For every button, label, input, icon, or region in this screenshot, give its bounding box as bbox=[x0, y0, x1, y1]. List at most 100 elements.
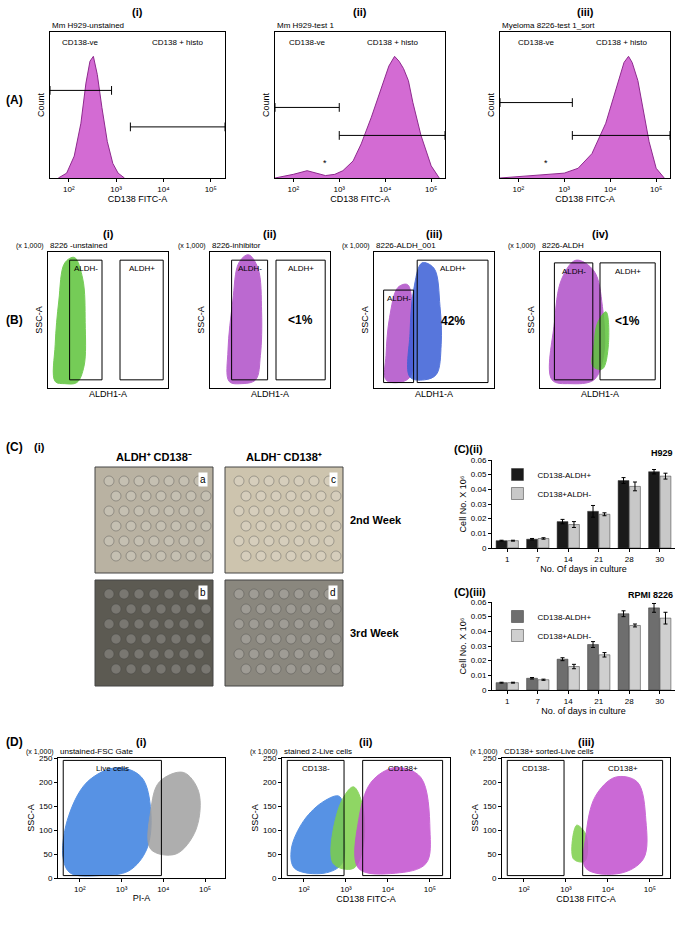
svg-text:(ii): (ii) bbox=[359, 736, 373, 748]
svg-text:SSC-A: SSC-A bbox=[26, 804, 36, 832]
svg-text:10⁴: 10⁴ bbox=[602, 885, 615, 894]
svg-text:CD138+ sorted-Live cells: CD138+ sorted-Live cells bbox=[504, 747, 594, 756]
svg-text:CD138 FITC-A: CD138 FITC-A bbox=[108, 194, 168, 204]
svg-text:10²: 10² bbox=[288, 185, 300, 194]
svg-text:No. of days in culture: No. of days in culture bbox=[541, 706, 626, 716]
svg-text:CD138 + histo: CD138 + histo bbox=[152, 38, 203, 47]
svg-text:(C)(ii): (C)(ii) bbox=[454, 443, 483, 455]
svg-text:0.03: 0.03 bbox=[471, 500, 487, 509]
svg-text:8226-ALDH: 8226-ALDH bbox=[542, 241, 584, 250]
svg-text:14: 14 bbox=[564, 697, 573, 706]
svg-text:SSC-A: SSC-A bbox=[196, 306, 206, 334]
svg-text:150: 150 bbox=[483, 802, 497, 811]
svg-text:ALDH+: ALDH+ bbox=[615, 267, 641, 276]
svg-text:200: 200 bbox=[39, 778, 53, 787]
svg-text:CD138 + histo: CD138 + histo bbox=[367, 38, 418, 47]
svg-text:10²: 10² bbox=[513, 185, 525, 194]
svg-text:30: 30 bbox=[655, 697, 664, 706]
svg-text:SSC-A: SSC-A bbox=[526, 306, 536, 334]
svg-text:No. Of days in culture: No. Of days in culture bbox=[540, 564, 627, 574]
svg-text:*: * bbox=[323, 158, 327, 168]
svg-text:0.02: 0.02 bbox=[471, 514, 487, 523]
svg-text:(i): (i) bbox=[136, 736, 147, 748]
svg-text:(B): (B) bbox=[6, 313, 23, 327]
svg-text:0.01: 0.01 bbox=[471, 671, 487, 680]
svg-text:100: 100 bbox=[483, 826, 497, 835]
svg-text:10²: 10² bbox=[63, 185, 75, 194]
svg-text:(i): (i) bbox=[103, 228, 114, 240]
svg-text:250: 250 bbox=[263, 754, 277, 763]
svg-text:10⁴: 10⁴ bbox=[379, 185, 392, 194]
svg-text:3rd Week: 3rd Week bbox=[350, 627, 400, 639]
svg-text:7: 7 bbox=[536, 697, 541, 706]
svg-text:10²: 10² bbox=[518, 885, 530, 894]
svg-text:ALDH⁺ CD138⁻: ALDH⁺ CD138⁻ bbox=[116, 451, 192, 463]
svg-text:0.06: 0.06 bbox=[471, 456, 487, 465]
svg-text:0.04: 0.04 bbox=[471, 627, 487, 636]
svg-text:0.03: 0.03 bbox=[471, 642, 487, 651]
svg-text:50: 50 bbox=[267, 850, 276, 859]
svg-text:CD138-ve: CD138-ve bbox=[289, 38, 326, 47]
svg-text:Cell No. X 10⁶: Cell No. X 10⁶ bbox=[458, 475, 468, 532]
svg-text:(x 1,000): (x 1,000) bbox=[470, 748, 498, 756]
svg-text:CD138-: CD138- bbox=[302, 764, 330, 773]
svg-text:8226 -unstained: 8226 -unstained bbox=[50, 241, 107, 250]
svg-text:(x 1,000): (x 1,000) bbox=[26, 748, 54, 756]
svg-text:10³: 10³ bbox=[340, 885, 352, 894]
svg-text:0.01: 0.01 bbox=[471, 529, 487, 538]
svg-text:250: 250 bbox=[39, 754, 53, 763]
svg-text:(i): (i) bbox=[132, 6, 143, 18]
svg-text:0.06: 0.06 bbox=[471, 598, 487, 607]
svg-text:0.04: 0.04 bbox=[471, 485, 487, 494]
svg-text:Live cells: Live cells bbox=[96, 764, 129, 773]
svg-text:ALDH⁻ CD138⁺: ALDH⁻ CD138⁺ bbox=[246, 451, 322, 463]
svg-text:28: 28 bbox=[625, 697, 634, 706]
svg-text:Cell No. X 10⁶: Cell No. X 10⁶ bbox=[458, 617, 468, 674]
svg-text:CD138 FITC-A: CD138 FITC-A bbox=[556, 894, 616, 904]
svg-text:0: 0 bbox=[272, 874, 277, 883]
svg-text:(x 1,000): (x 1,000) bbox=[342, 242, 370, 250]
svg-text:CD138+ALDH-: CD138+ALDH- bbox=[537, 632, 591, 641]
svg-text:Mm H929-test 1: Mm H929-test 1 bbox=[277, 21, 334, 30]
svg-text:ALDH-: ALDH- bbox=[238, 264, 262, 273]
svg-text:ALDH+: ALDH+ bbox=[440, 264, 466, 273]
svg-text:(x 1,000): (x 1,000) bbox=[508, 242, 536, 250]
svg-text:10²: 10² bbox=[74, 885, 86, 894]
svg-text:RPMI 8226: RPMI 8226 bbox=[628, 590, 673, 600]
svg-text:SSC-A: SSC-A bbox=[250, 804, 260, 832]
svg-text:50: 50 bbox=[43, 850, 52, 859]
svg-text:stained 2-Live cells: stained 2-Live cells bbox=[284, 747, 352, 756]
svg-text:10⁵: 10⁵ bbox=[644, 885, 656, 894]
svg-text:Mm H929-unstained: Mm H929-unstained bbox=[52, 21, 124, 30]
svg-text:Myeloma 8226-test 1_sort: Myeloma 8226-test 1_sort bbox=[502, 21, 595, 30]
svg-text:10⁵: 10⁵ bbox=[424, 885, 436, 894]
svg-text:(x 1,000): (x 1,000) bbox=[250, 748, 278, 756]
svg-text:14: 14 bbox=[564, 555, 573, 564]
svg-text:c: c bbox=[331, 474, 336, 485]
svg-text:CD138-ALDH+: CD138-ALDH+ bbox=[537, 613, 591, 622]
svg-text:(ii): (ii) bbox=[353, 6, 367, 18]
svg-text:1: 1 bbox=[505, 697, 510, 706]
svg-text:<1%: <1% bbox=[288, 313, 313, 327]
svg-text:H929: H929 bbox=[651, 448, 673, 458]
svg-text:CD138 + histo: CD138 + histo bbox=[596, 38, 647, 47]
svg-text:(C)(iii): (C)(iii) bbox=[454, 586, 486, 598]
svg-text:0.02: 0.02 bbox=[471, 656, 487, 665]
svg-text:30: 30 bbox=[655, 555, 664, 564]
svg-text:10⁵: 10⁵ bbox=[199, 885, 211, 894]
svg-text:10⁴: 10⁴ bbox=[382, 885, 395, 894]
svg-text:28: 28 bbox=[625, 555, 634, 564]
svg-text:10⁵: 10⁵ bbox=[205, 185, 217, 194]
svg-text:10⁴: 10⁴ bbox=[157, 185, 170, 194]
svg-text:42%: 42% bbox=[441, 314, 465, 328]
svg-text:Count: Count bbox=[486, 92, 496, 117]
svg-text:ALDH-: ALDH- bbox=[387, 294, 411, 303]
svg-text:(i): (i) bbox=[34, 441, 45, 453]
svg-text:10³: 10³ bbox=[558, 185, 570, 194]
svg-text:ALDH+: ALDH+ bbox=[129, 264, 155, 273]
svg-text:100: 100 bbox=[39, 826, 53, 835]
svg-text:CD138-ve: CD138-ve bbox=[518, 38, 555, 47]
svg-text:*: * bbox=[544, 158, 548, 168]
svg-text:CD138 FITC-A: CD138 FITC-A bbox=[330, 194, 390, 204]
svg-text:10²: 10² bbox=[298, 885, 310, 894]
